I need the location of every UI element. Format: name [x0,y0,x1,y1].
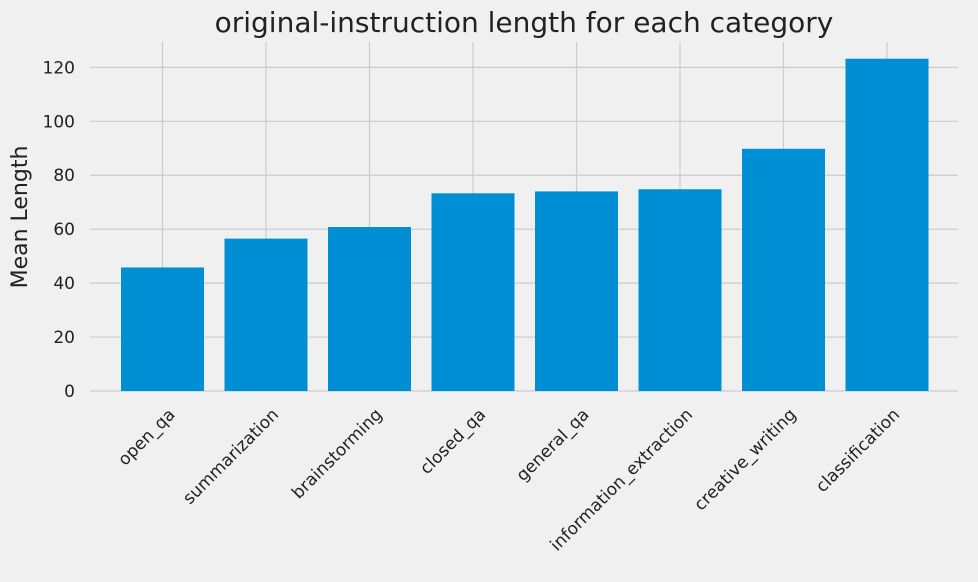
bar-information_extraction [638,189,722,391]
bar-summarization [224,238,308,391]
chart-title: original-instruction length for each cat… [215,6,834,39]
y-tick-label: 60 [53,220,75,240]
bar-closed_qa [431,193,515,391]
bar-general_qa [535,191,618,391]
y-tick-label: 100 [43,112,75,132]
bar-classification [845,58,929,391]
y-tick-label: 40 [53,274,75,294]
bar-open_qa [121,267,204,391]
bar-layer [121,58,929,391]
y-tick-label: 120 [43,58,75,78]
y-tick-label: 0 [64,382,75,402]
y-axis-label: Mean Length [8,146,33,289]
y-tick-label: 20 [53,328,75,348]
bar-brainstorming [328,227,411,391]
y-tick-label: 80 [53,166,75,186]
bar-creative_writing [742,148,825,391]
y-tick-labels: 0 20 40 60 80 100 120 [43,58,75,402]
